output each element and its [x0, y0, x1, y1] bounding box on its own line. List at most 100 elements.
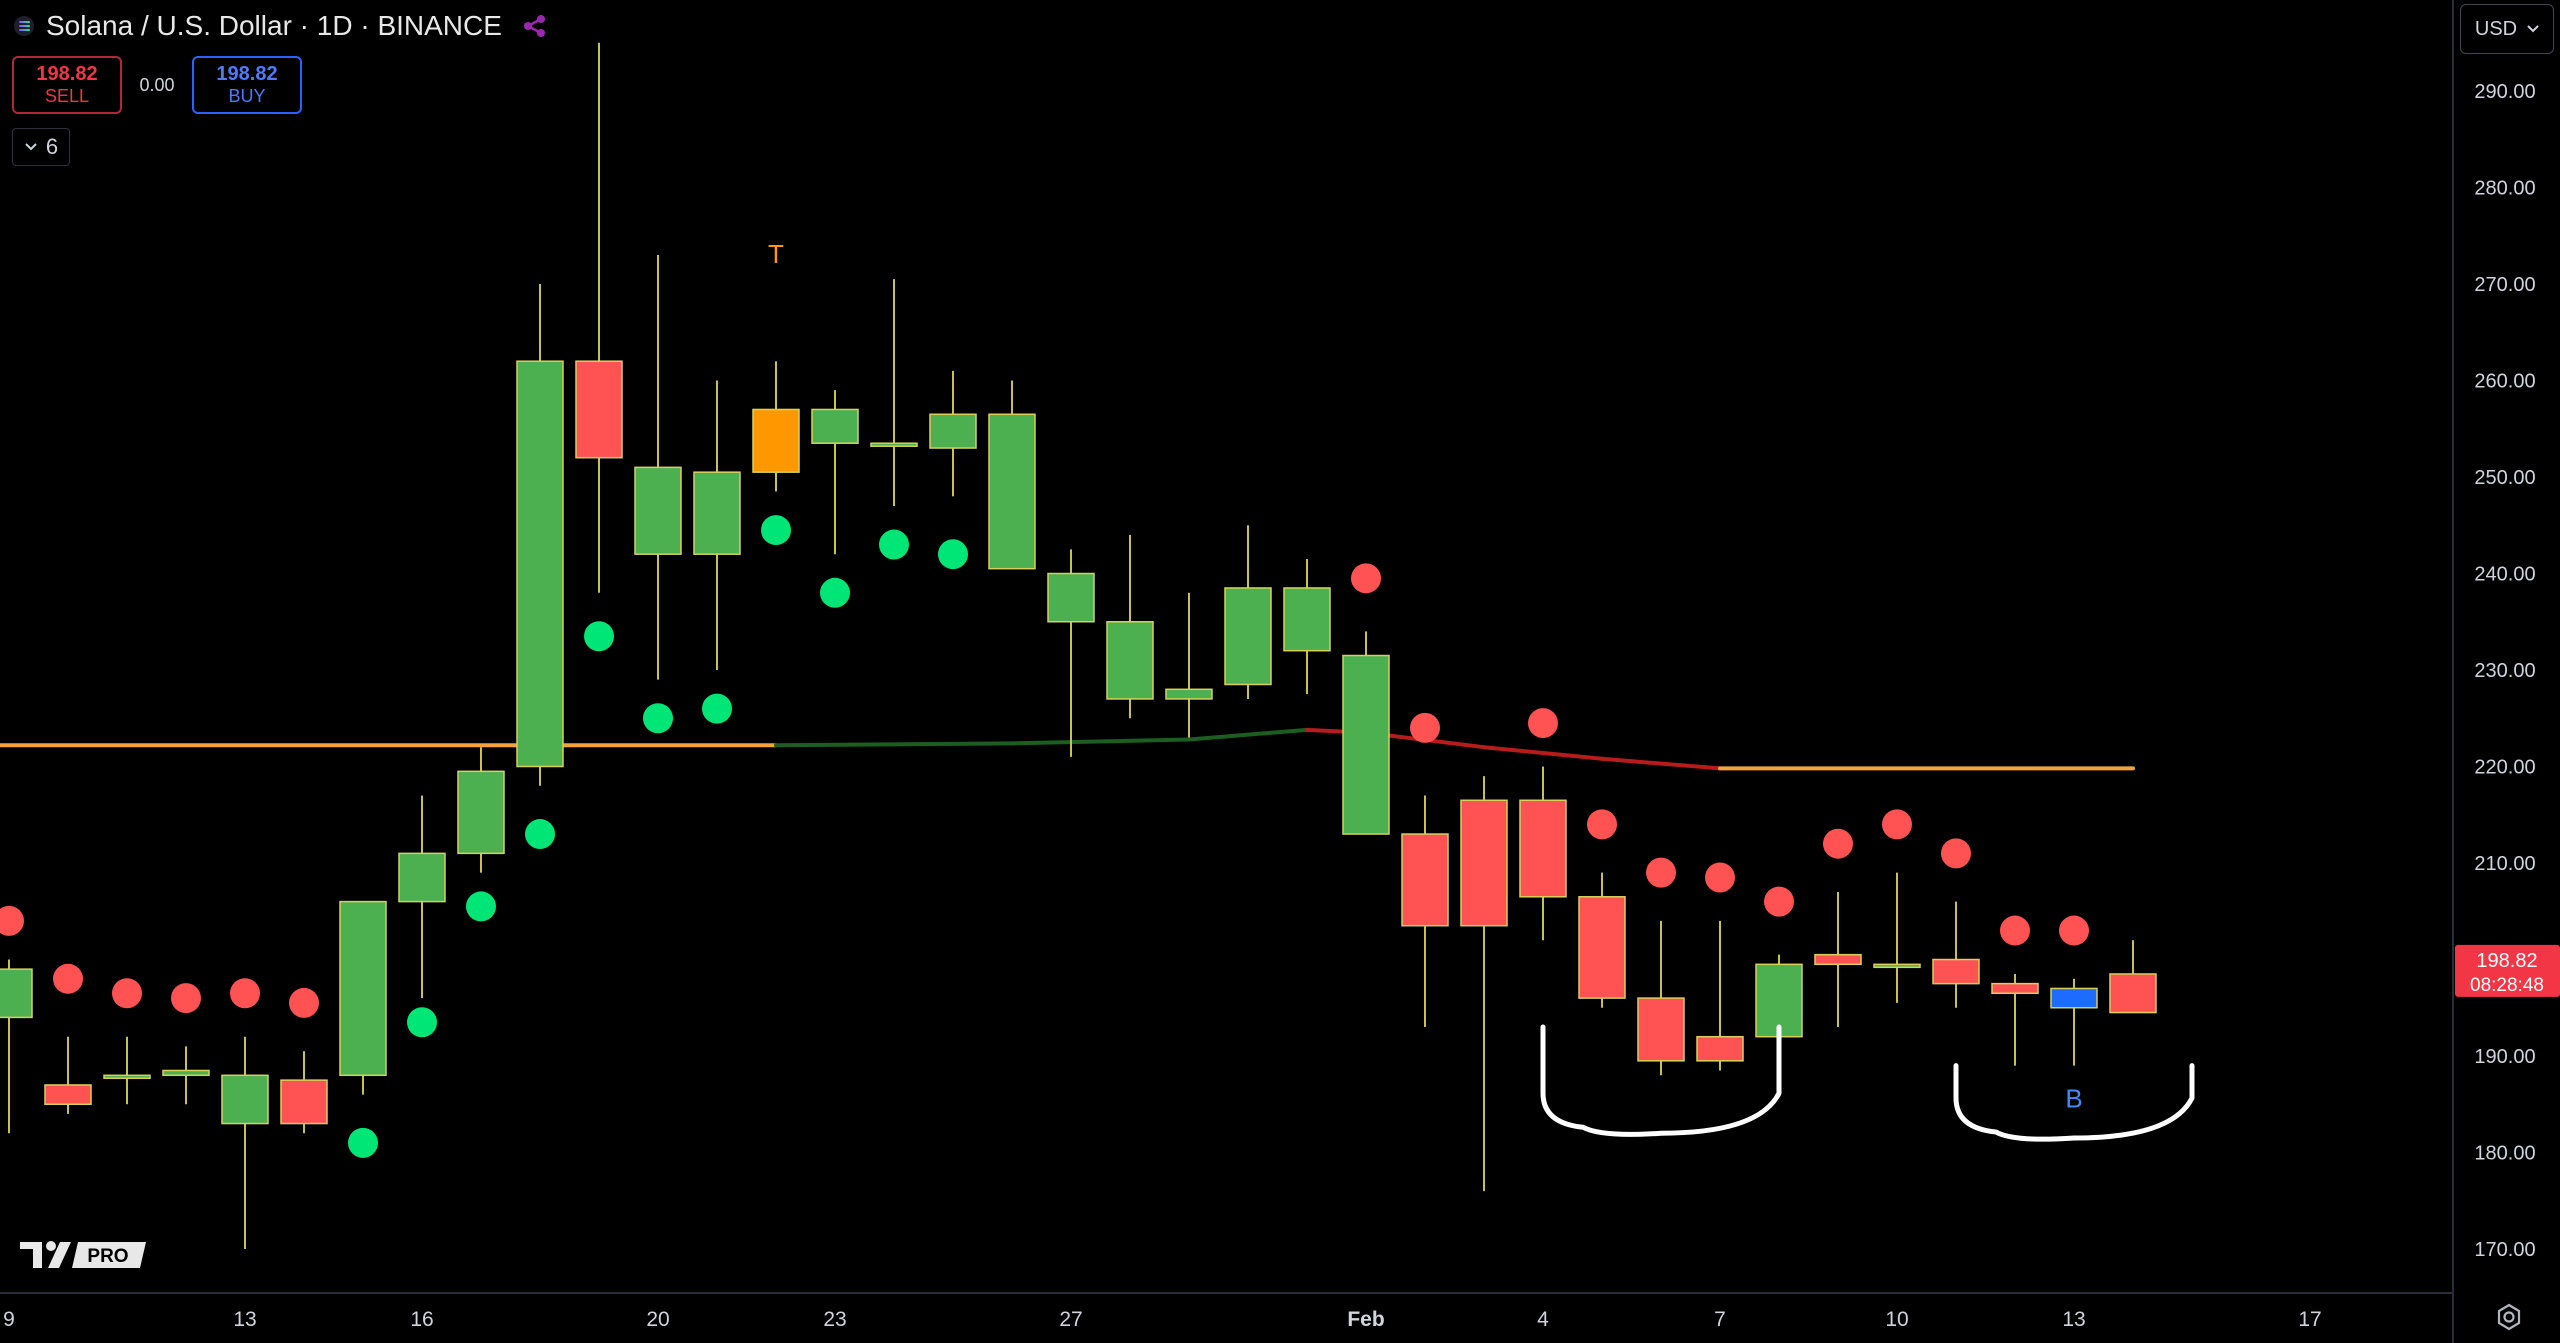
candle-body — [1283, 587, 1331, 652]
symbol-title[interactable]: Solana / U.S. Dollar · 1D · BINANCE — [46, 10, 502, 41]
red-signal-dot — [53, 963, 83, 994]
red-signal-dot — [230, 978, 260, 1009]
time-tick-label: 27 — [1059, 1308, 1082, 1331]
red-signal-dot — [2059, 915, 2089, 946]
last-price-tag-background — [2455, 944, 2560, 997]
last-price-tag: 198.82 08:28:48 — [2455, 944, 2560, 997]
candle-body — [870, 442, 918, 447]
trend-line-segment — [774, 741, 1014, 748]
time-tick-label: 10 — [1885, 1308, 1908, 1331]
candle-body — [1047, 572, 1095, 623]
red-signal-dot — [1705, 862, 1735, 893]
sell-label: SELL — [44, 86, 90, 106]
candle-body — [929, 413, 977, 449]
candle-body — [1932, 958, 1980, 985]
price-tick-label: 280.00 — [2474, 178, 2535, 200]
red-signal-dot — [1587, 809, 1617, 840]
red-signal-dot — [1410, 712, 1440, 743]
green-signal-dot — [879, 529, 909, 560]
bracket-annotation — [1540, 1024, 1782, 1137]
red-signal-dot — [289, 987, 319, 1018]
green-signal-dot — [938, 539, 968, 570]
time-tick-label: Feb — [1347, 1308, 1384, 1331]
price-tick-label: 290.00 — [2474, 81, 2535, 103]
time-tick-label: 13 — [2062, 1308, 2085, 1331]
red-signal-dot — [1764, 886, 1794, 917]
candle-body — [1106, 621, 1154, 700]
candle-body — [44, 1084, 92, 1105]
annotation-label-B: B — [2065, 1083, 2082, 1113]
price-tick-label: 230.00 — [2474, 660, 2535, 682]
time-tick-label: 16 — [410, 1308, 433, 1331]
candle-body — [634, 466, 682, 555]
red-signal-dot — [2000, 915, 2030, 946]
candle-body — [457, 770, 505, 855]
red-signal-dot — [0, 905, 24, 936]
green-signal-dot — [466, 891, 496, 922]
green-signal-dot — [407, 1007, 437, 1038]
candle-body — [2050, 987, 2098, 1009]
candle-body — [1873, 963, 1921, 969]
red-signal-dot — [112, 978, 142, 1009]
candle-body — [1814, 953, 1862, 966]
green-signal-dot — [643, 703, 673, 734]
buy-price: 198.82 — [216, 63, 278, 85]
time-tick-label: 17 — [2298, 1308, 2321, 1331]
candle-body — [280, 1079, 328, 1125]
green-signal-dot — [820, 577, 850, 608]
symbol-header: Solana / U.S. Dollar · 1D · BINANCE — [14, 6, 548, 46]
price-tick-label: 270.00 — [2474, 274, 2535, 296]
buy-button[interactable]: 198.82 BUY — [192, 56, 302, 114]
chart-annotations: TB — [768, 239, 2195, 1142]
price-tick-label: 240.00 — [2474, 564, 2535, 586]
trend-line-segment — [1010, 737, 1191, 746]
trade-panel: 198.82 SELL 0.00 198.82 BUY — [12, 56, 302, 114]
annotation-label-T: T — [768, 239, 784, 269]
candle-body — [516, 360, 564, 768]
candle-body — [1991, 982, 2039, 995]
last-price-value: 198.82 — [2476, 950, 2537, 972]
candle-bodies — [0, 360, 2157, 1125]
red-signal-dot — [171, 983, 201, 1014]
bracket-annotation — [1953, 1063, 2195, 1142]
green-signal-dot — [348, 1127, 378, 1158]
tradingview-logo[interactable]: PRO — [18, 1236, 148, 1272]
currency-select[interactable]: USD — [2460, 4, 2554, 54]
candle-body — [1460, 799, 1508, 927]
buy-label: BUY — [228, 86, 266, 106]
sell-price: 198.82 — [36, 63, 98, 85]
price-tick-label: 210.00 — [2474, 853, 2535, 875]
indicators-toggle[interactable]: 6 — [12, 128, 70, 166]
candle-body — [0, 968, 33, 1019]
time-tick-label: 9 — [3, 1308, 15, 1331]
red-signal-dot — [1351, 563, 1381, 594]
time-axis[interactable]: 9 13 16 20 23 27 Feb 4 7 10 13 17 — [3, 1308, 2322, 1331]
red-signal-dot — [1528, 708, 1558, 739]
countdown-timer: 08:28:48 — [2470, 975, 2544, 996]
candle-body — [398, 852, 446, 903]
candle-body — [339, 900, 387, 1077]
price-tick-label: 170.00 — [2474, 1239, 2535, 1261]
currency-label: USD — [2474, 17, 2518, 40]
trend-line-segment — [1600, 756, 1722, 771]
sell-button[interactable]: 198.82 SELL — [12, 56, 122, 114]
price-tick-label: 250.00 — [2474, 467, 2535, 489]
candle-body — [1578, 896, 1626, 999]
share-icon[interactable] — [522, 13, 548, 39]
price-tick-label: 180.00 — [2474, 1143, 2535, 1165]
price-tick-label: 220.00 — [2474, 757, 2535, 779]
candle-body — [162, 1069, 210, 1077]
time-tick-label: 4 — [1537, 1308, 1549, 1331]
green-signal-dot — [761, 515, 791, 546]
red-signal-dot — [1882, 809, 1912, 840]
pro-badge: PRO — [87, 1246, 128, 1267]
candle-body — [1342, 654, 1390, 835]
candle-body — [1401, 833, 1449, 927]
gear-icon[interactable] — [2494, 1302, 2524, 1337]
candle-body — [575, 360, 623, 459]
candle-body — [1224, 587, 1272, 686]
time-tick-label: 7 — [1714, 1308, 1726, 1331]
candle-body — [752, 408, 800, 473]
